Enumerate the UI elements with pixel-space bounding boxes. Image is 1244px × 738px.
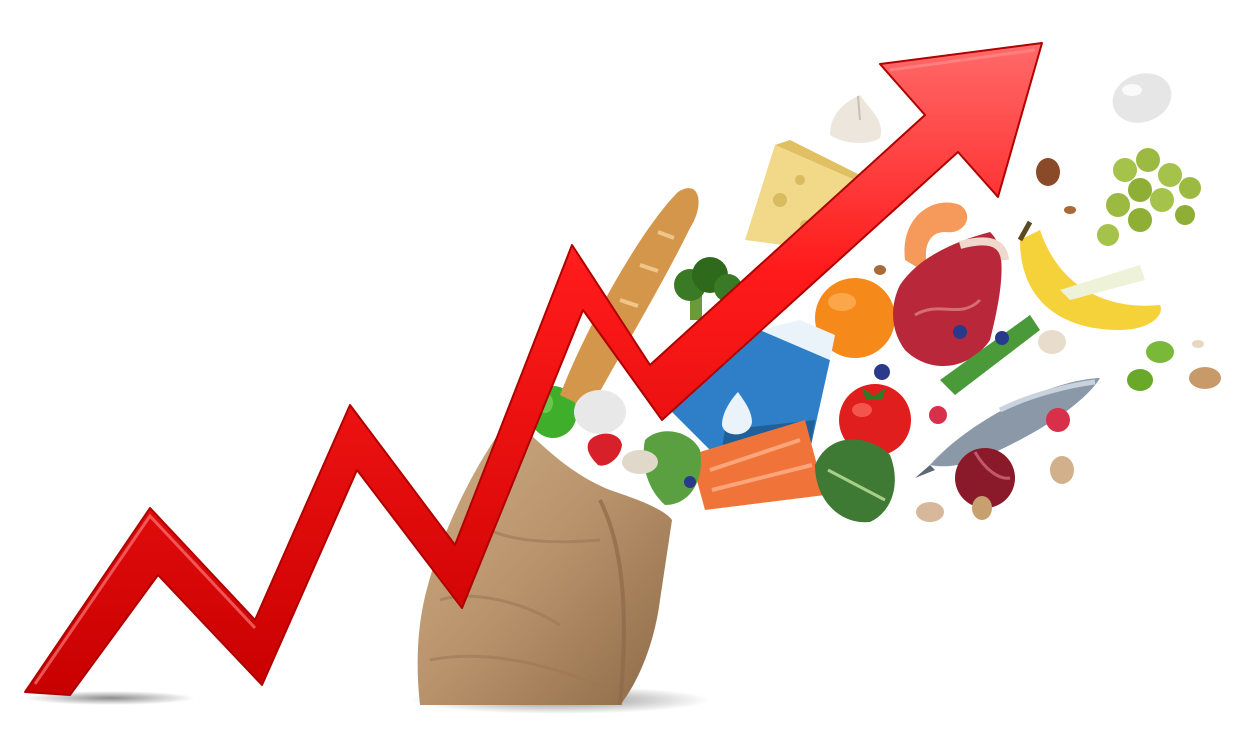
leek-icon: [940, 265, 1145, 395]
steak-icon: [893, 232, 1009, 367]
rising-price-arrow-icon: [24, 42, 1043, 696]
kale-icon: [815, 439, 895, 523]
salmon-icon: [690, 420, 825, 510]
onion-icon: [955, 448, 1015, 508]
raspberry-icon: [929, 406, 1070, 432]
baguette-icon: [560, 188, 699, 410]
nuts-icon: [622, 158, 1221, 522]
orange-icon: [815, 278, 895, 358]
fish-icon: [915, 378, 1100, 478]
blueberry-icon: [684, 325, 1009, 488]
egg-icon: [1112, 73, 1172, 123]
banana-icon: [1017, 220, 1161, 330]
peas-icon: [1127, 340, 1204, 391]
tomato-icon: [839, 384, 911, 456]
garlic-icon: [830, 95, 881, 143]
shrimp-icon: [904, 202, 968, 275]
strawberry-icon: [587, 433, 622, 466]
egg-icon: [574, 390, 626, 434]
grapes-icon: [1097, 148, 1201, 246]
